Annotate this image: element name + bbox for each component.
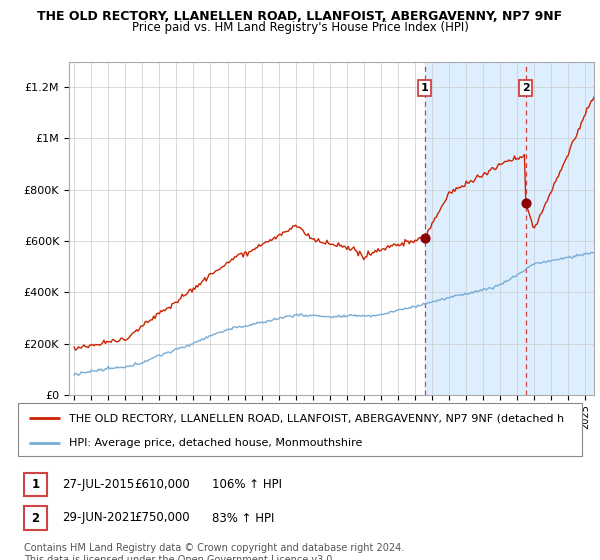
Text: £610,000: £610,000: [134, 478, 190, 491]
Text: Contains HM Land Registry data © Crown copyright and database right 2024.
This d: Contains HM Land Registry data © Crown c…: [24, 543, 404, 560]
Text: 83% ↑ HPI: 83% ↑ HPI: [212, 511, 274, 525]
Text: 2: 2: [522, 83, 530, 94]
Text: 106% ↑ HPI: 106% ↑ HPI: [212, 478, 282, 491]
Text: 1: 1: [421, 83, 428, 94]
Text: THE OLD RECTORY, LLANELLEN ROAD, LLANFOIST, ABERGAVENNY, NP7 9NF: THE OLD RECTORY, LLANELLEN ROAD, LLANFOI…: [37, 10, 563, 23]
Point: [521, 198, 530, 207]
Text: THE OLD RECTORY, LLANELLEN ROAD, LLANFOIST, ABERGAVENNY, NP7 9NF (detached h: THE OLD RECTORY, LLANELLEN ROAD, LLANFOI…: [69, 413, 564, 423]
Point: [420, 234, 430, 243]
Text: 1: 1: [31, 478, 40, 491]
Text: £750,000: £750,000: [134, 511, 190, 525]
Text: 29-JUN-2021: 29-JUN-2021: [62, 511, 137, 525]
Text: HPI: Average price, detached house, Monmouthshire: HPI: Average price, detached house, Monm…: [69, 438, 362, 448]
Bar: [425, 62, 600, 395]
Text: Price paid vs. HM Land Registry's House Price Index (HPI): Price paid vs. HM Land Registry's House …: [131, 21, 469, 34]
Text: 27-JUL-2015: 27-JUL-2015: [62, 478, 134, 491]
Text: 2: 2: [31, 511, 40, 525]
